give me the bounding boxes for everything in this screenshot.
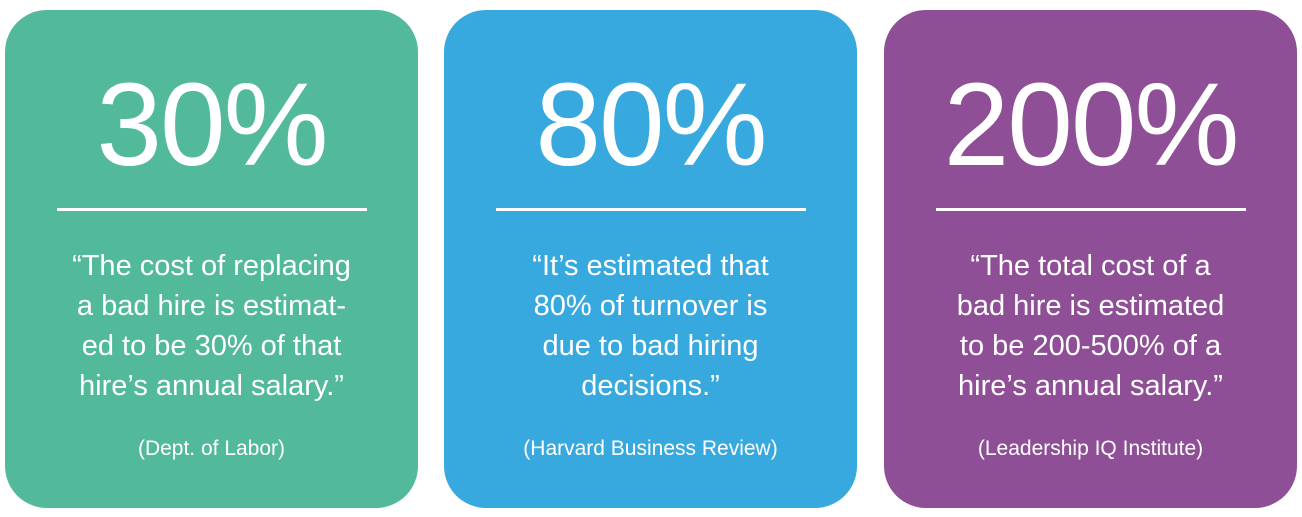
stat-card: 30% “The cost of replacing a bad hire is e… [5,10,418,508]
stat-value: 200% [943,59,1240,191]
quote-line: hire’s annual salary.” [958,370,1223,402]
quote-line: “The total cost of a [970,250,1211,282]
quote: “It’s estimated that 80% of turnover is du… [444,246,857,406]
quote-line: a bad hire is estimat- [76,290,347,322]
divider [936,208,1246,211]
quote: “The total cost of a bad hire is estimate… [884,246,1297,406]
divider [496,208,806,211]
source: (Leadership IQ Institute) [977,437,1204,460]
quote-line: due to bad hiring [542,330,759,362]
quote-line: “It’s estimated that [532,250,769,282]
quote-line: ed to be 30% of that [81,330,342,362]
quote-line: decisions.” [581,370,720,402]
stat-card: 200% “The total cost of a bad hire is esti… [884,10,1297,508]
source: (Harvard Business Review) [523,437,778,460]
stat-card: 80% “It’s estimated that 80% of turnover i… [444,10,857,508]
quote: “The cost of replacing a bad hire is esti… [5,246,418,406]
source: (Dept. of Labor) [137,437,286,460]
quote-line: “The cost of replacing [72,250,351,282]
quote-line: hire’s annual salary.” [79,370,344,402]
stat-value: 80% [535,59,767,191]
quote-line: to be 200-500% of a [959,330,1222,362]
divider [57,208,367,211]
quote-line: bad hire is estimated [956,290,1225,322]
quote-line: 80% of turnover is [533,290,768,322]
stat-value: 30% [96,59,328,191]
